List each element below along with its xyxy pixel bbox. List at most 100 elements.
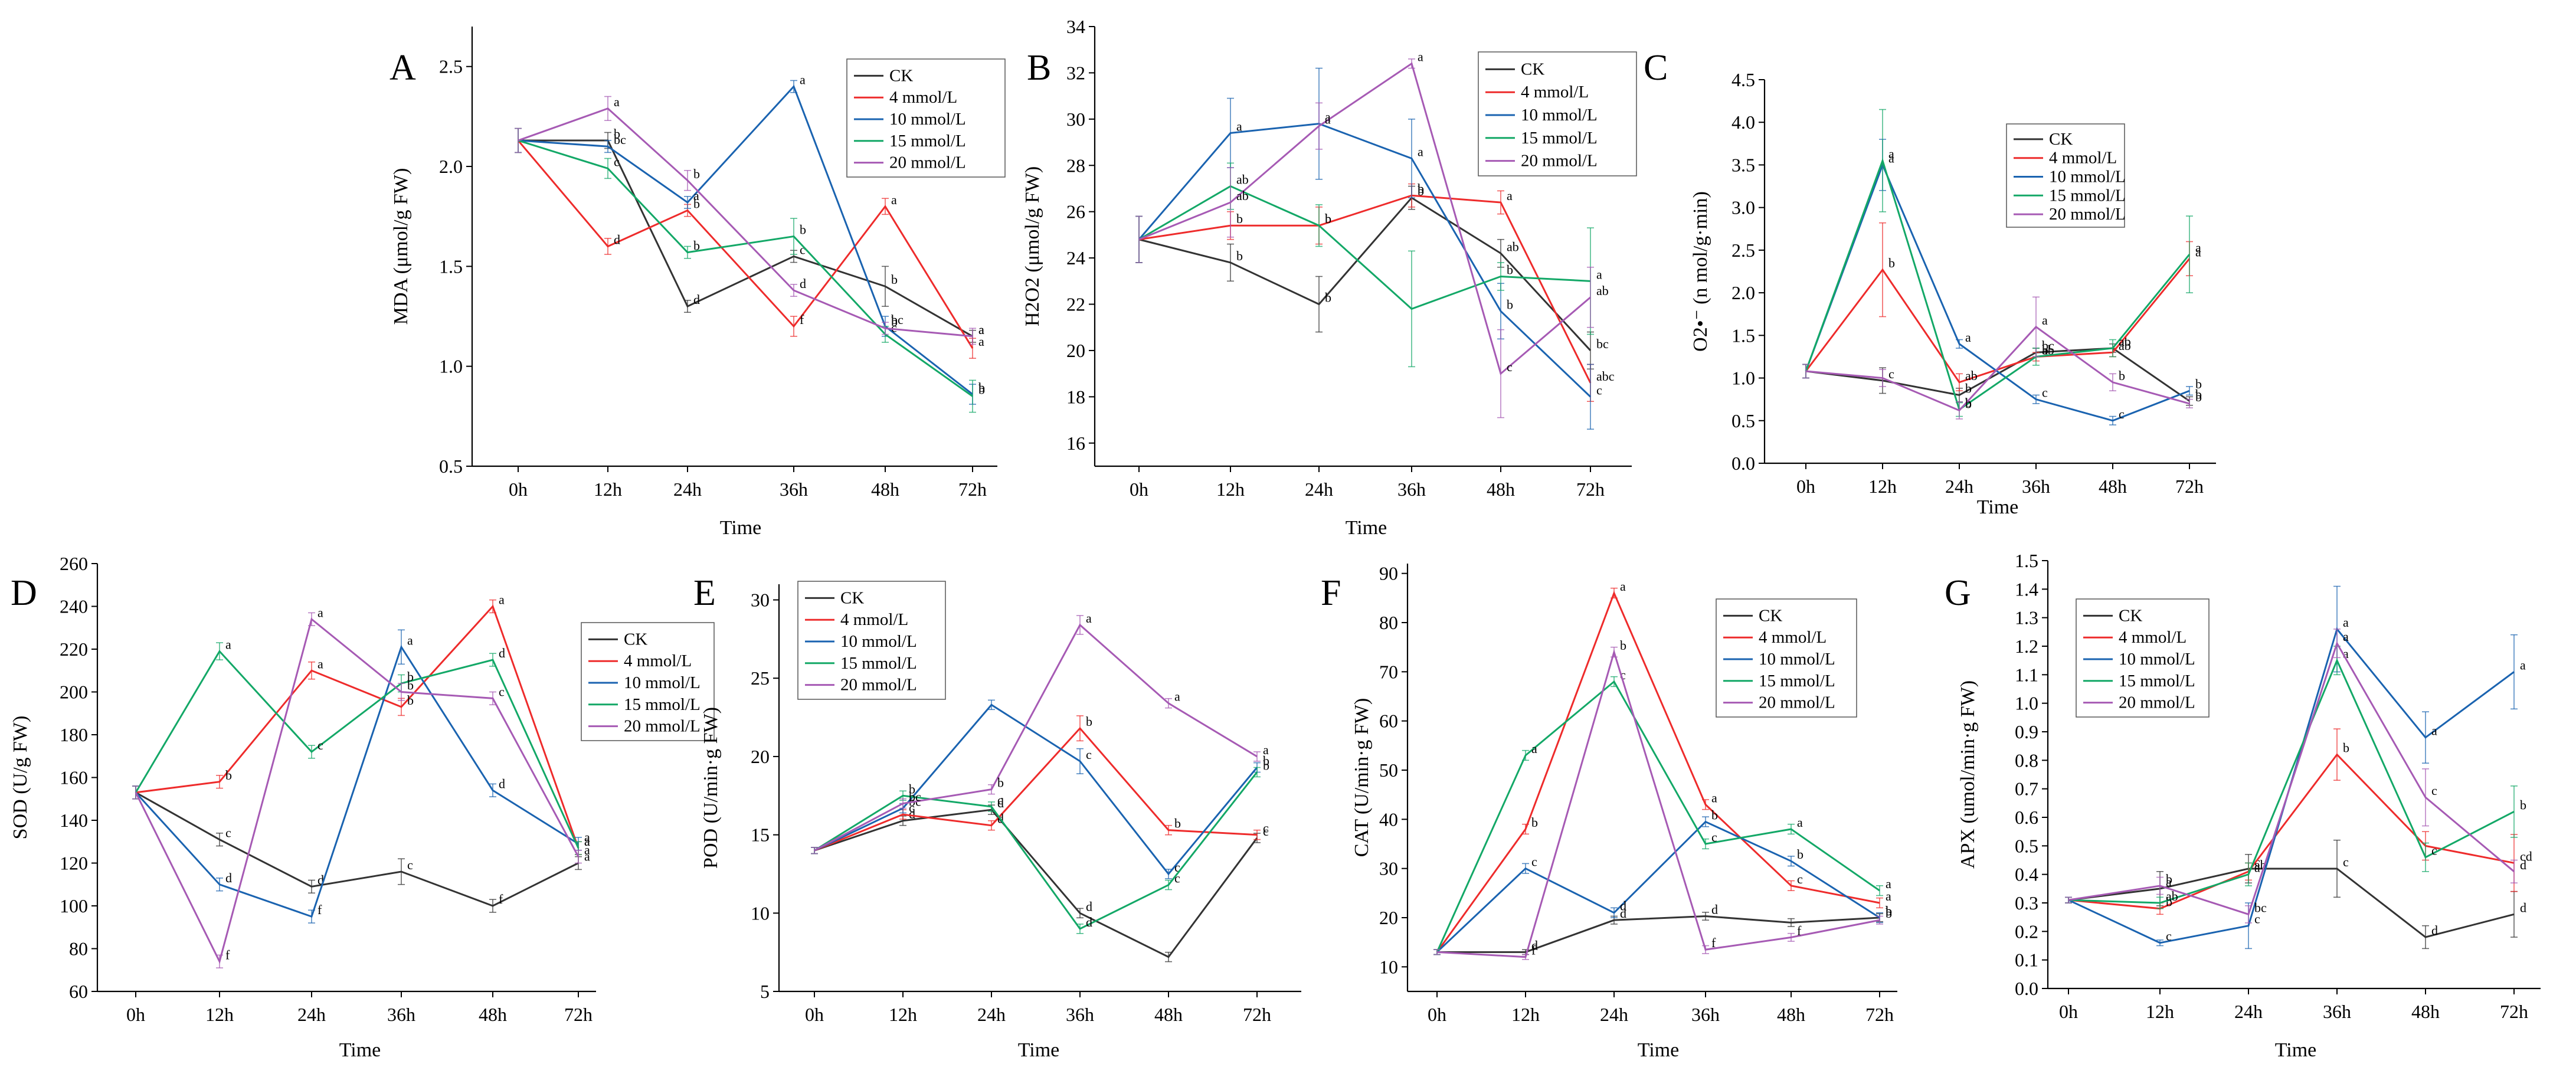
- panel-F: F 10 20 30 40 50 60 70 80 90 0h 12h 24h 36h 48h 72h Time…: [1321, 563, 1897, 1061]
- y-tick-label: 15: [751, 824, 770, 846]
- significance-letter: b: [407, 669, 414, 684]
- series-line-3: [1138, 185, 1591, 310]
- x-tick-label: 48h: [1154, 1004, 1183, 1025]
- series-line-3: [2068, 658, 2515, 904]
- significance-letter: a: [584, 830, 590, 844]
- y-tick-label: 1.0: [439, 356, 463, 377]
- significance-letter: bc: [1596, 336, 1609, 351]
- legend-box: [797, 581, 946, 700]
- x-tick-label: 0h: [126, 1004, 145, 1025]
- significance-letter: c: [2254, 912, 2260, 927]
- significance-letter: f: [1711, 935, 1716, 950]
- legend-entry: 15 mmol/L: [2119, 672, 2195, 690]
- y-tick-label: 60: [1379, 711, 1398, 732]
- significance-letter: c: [2431, 843, 2437, 858]
- y-tick-label: 28: [1066, 155, 1085, 176]
- y-tick-label: 0.5: [439, 456, 463, 477]
- significance-letter: a: [318, 605, 323, 620]
- series-line-4: [135, 617, 580, 964]
- significance-letter: b: [997, 775, 1004, 790]
- significance-letter: a: [891, 192, 897, 207]
- significance-letter: b: [891, 314, 898, 329]
- legend-entry: 4 mmol/L: [2119, 628, 2187, 647]
- significance-letter: d: [2520, 900, 2526, 915]
- significance-letter: d: [1620, 899, 1626, 914]
- series-line-0: [135, 791, 579, 907]
- significance-letter: d: [2520, 857, 2526, 872]
- significance-letter: ab: [1236, 172, 1249, 187]
- significance-letter: a: [1174, 689, 1180, 704]
- significance-letter: b: [1236, 211, 1243, 226]
- panel-letter: D: [11, 573, 37, 613]
- significance-letter: c: [1174, 871, 1180, 886]
- significance-letter: a: [407, 633, 413, 647]
- significance-letter: b: [2042, 342, 2048, 357]
- significance-letter: d: [318, 872, 324, 887]
- significance-letter: b: [1711, 808, 1718, 823]
- y-tick-label: 2.5: [439, 56, 463, 77]
- y-tick-label: 5: [760, 981, 770, 1002]
- panel-letter: A: [389, 48, 416, 88]
- legend-box: [846, 58, 1006, 178]
- legend-entry: 20 mmol/L: [840, 676, 917, 695]
- significance-letter: b: [1086, 714, 1092, 729]
- legend-entry: CK: [840, 588, 864, 607]
- legend-entry: 4 mmol/L: [889, 88, 957, 107]
- significance-letter: c: [800, 242, 806, 257]
- significance-letter: d: [1086, 915, 1092, 929]
- significance-letter: c: [1596, 382, 1602, 397]
- series-line-4: [2068, 641, 2515, 916]
- significance-letter: b: [1507, 262, 1513, 277]
- y-tick-label: 1.3: [2015, 607, 2038, 628]
- significance-letter: f: [800, 312, 804, 327]
- significance-letter: c: [225, 826, 231, 840]
- series-line-2: [135, 644, 579, 918]
- y-tick-label: 34: [1066, 16, 1085, 37]
- significance-letter: b: [1236, 248, 1243, 263]
- y-tick-label: 10: [1379, 956, 1398, 977]
- x-axis-label: Time: [2275, 1039, 2317, 1061]
- significance-letter: b: [978, 382, 985, 397]
- x-tick-label: 0h: [1130, 479, 1148, 500]
- significance-letter: a: [584, 834, 590, 849]
- y-axis-label: CAT (U/min·g FW): [1351, 698, 1373, 857]
- significance-letter: a: [2195, 244, 2201, 259]
- significance-letter: ab: [2119, 338, 2131, 353]
- y-tick-label: 0.4: [2015, 864, 2038, 885]
- x-tick-label: 48h: [2411, 1001, 2440, 1022]
- significance-letter: b: [891, 272, 898, 287]
- significance-letter: a: [1531, 741, 1537, 756]
- x-tick-label: 24h: [673, 479, 702, 500]
- significance-letter: c: [2343, 855, 2349, 869]
- legend-entry: CK: [2119, 606, 2142, 625]
- y-tick-label: 0.8: [2015, 749, 2038, 771]
- legend-box: [581, 622, 715, 741]
- y-tick-label: 22: [1066, 294, 1085, 315]
- legend-entry: 10 mmol/L: [840, 632, 917, 651]
- x-axis-label: Time: [1346, 517, 1387, 539]
- x-tick-label: 0h: [805, 1004, 824, 1025]
- significance-letter: b: [1325, 211, 1331, 226]
- x-tick-label: 24h: [1945, 476, 1973, 497]
- y-tick-label: 0.5: [1731, 410, 1755, 431]
- significance-letter: b: [2520, 797, 2526, 812]
- y-tick-label: 26: [1066, 201, 1085, 222]
- significance-letter: bc: [614, 132, 626, 147]
- significance-letter: a: [2119, 334, 2125, 349]
- series-line-1: [2068, 753, 2515, 910]
- significance-letter: f: [1797, 923, 1802, 938]
- series-line-1: [135, 604, 580, 849]
- significance-letter: a: [499, 592, 505, 607]
- x-tick-label: 72h: [2175, 476, 2204, 497]
- y-tick-label: 2.0: [439, 156, 463, 177]
- y-tick-label: 50: [1379, 760, 1398, 781]
- y-tick-label: 1.1: [2015, 664, 2038, 685]
- legend-entry: 20 mmol/L: [1521, 152, 1598, 171]
- x-tick-label: 24h: [1600, 1004, 1628, 1025]
- legend-box: [1716, 598, 1857, 718]
- significance-letter: a: [2343, 646, 2349, 661]
- significance-letter: ab: [2042, 342, 2054, 357]
- series-line-1: [1436, 590, 1880, 953]
- y-tick-label: 0.7: [2015, 778, 2038, 800]
